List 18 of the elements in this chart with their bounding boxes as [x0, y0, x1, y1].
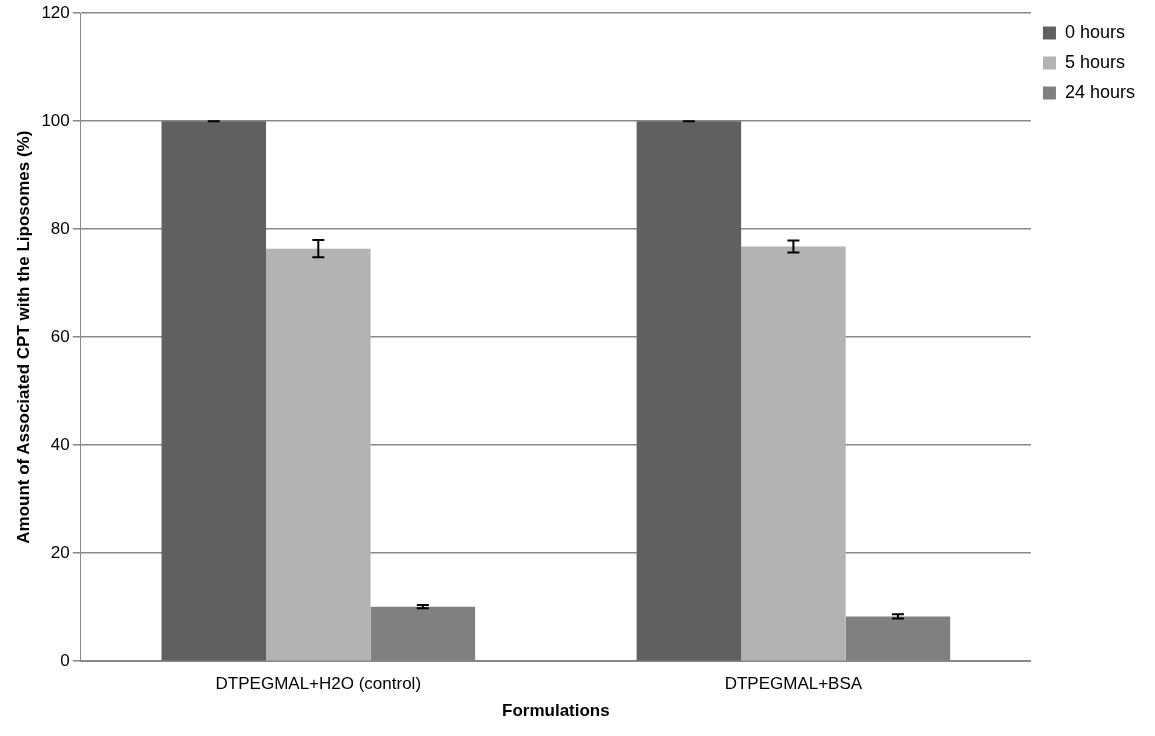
y-tick-label: 120: [41, 2, 70, 22]
y-tick-label: 40: [50, 434, 70, 454]
legend-label: 5 hours: [1064, 51, 1125, 72]
y-tick-label: 0: [60, 650, 70, 670]
x-tick-label: DTPEGMAL+BSA: [724, 674, 863, 694]
y-tick-label: 100: [41, 110, 70, 130]
bar: [161, 121, 267, 661]
bar: [266, 248, 371, 661]
legend-label: 24 hours: [1064, 81, 1136, 102]
x-tick-label: DTPEGMAL+H2O (control): [215, 674, 422, 694]
x-axis-title: Formulations: [502, 701, 610, 721]
y-axis-title: Amount of Associated CPT with the Liposomes (%): [13, 130, 33, 544]
y-tick-label: 80: [50, 218, 70, 238]
y-tick-label: 20: [50, 542, 70, 562]
bar: [636, 121, 742, 661]
y-tick-label: 60: [50, 326, 70, 346]
legend-label: 0 hours: [1064, 21, 1125, 42]
bar: [741, 246, 846, 661]
